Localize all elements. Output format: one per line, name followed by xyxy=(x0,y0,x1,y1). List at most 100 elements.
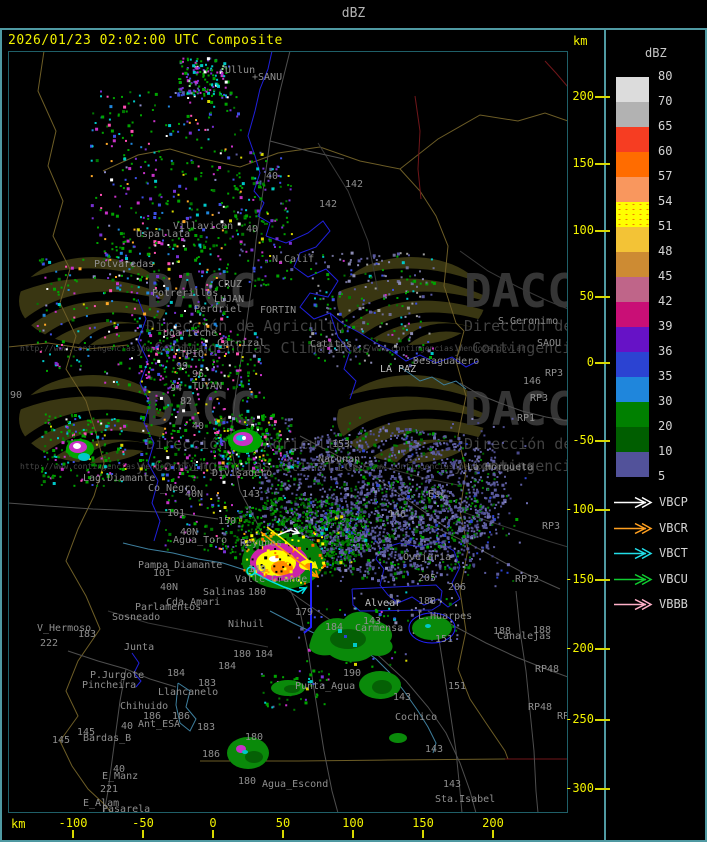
x-axis-tick xyxy=(422,830,424,838)
vector-arrow-icon xyxy=(614,573,653,585)
vertical-divider xyxy=(604,30,606,842)
y-axis-tick-label: 100 xyxy=(572,223,594,237)
y-axis-tick xyxy=(595,509,610,511)
colorbar-value-label: 30 xyxy=(658,394,673,408)
colorbar-swatch xyxy=(616,102,649,127)
colorbar-value-label: 54 xyxy=(658,194,673,208)
x-axis-tick xyxy=(352,830,354,838)
y-axis-tick-label: -250 xyxy=(565,712,594,726)
colorbar-swatch xyxy=(616,402,649,427)
y-axis-tick-label: -300 xyxy=(565,781,594,795)
colorbar-swatch xyxy=(616,352,649,377)
y-axis-tick xyxy=(595,719,610,721)
colorbar-swatch xyxy=(616,302,649,327)
y-axis-tick-label: 50 xyxy=(579,289,594,303)
vector-legend-label: VBCT xyxy=(659,546,688,560)
svg-text:http://www.contingencias.mendo: http://www.contingencias.mendoza.gov.ar xyxy=(20,462,208,471)
y-axis-tick xyxy=(595,163,610,165)
colorbar-swatch xyxy=(616,427,649,452)
colorbar-value-label: 51 xyxy=(658,219,673,233)
x-axis-unit-label: km xyxy=(11,817,26,831)
window-border-right xyxy=(705,0,707,842)
colorbar-swatch xyxy=(616,227,649,252)
colorbar-value-label: 20 xyxy=(658,419,673,433)
vector-legend-label: VBCR xyxy=(659,520,688,535)
colorbar-swatch xyxy=(616,277,649,302)
colorbar-value-label: 5 xyxy=(658,469,666,483)
x-axis-tick-label: 0 xyxy=(209,816,217,830)
colorbar-value-label: 35 xyxy=(658,369,673,383)
vector-arrow-icon xyxy=(614,496,653,509)
vector-legend-label: VBCU xyxy=(659,571,688,586)
colorbar-value-label: 80 xyxy=(658,69,673,83)
svg-text:http://www.contingencias.mendo: http://www.contingencias.mendoza.gov.ar xyxy=(338,462,526,471)
title-bar: dBZ xyxy=(0,0,707,28)
colorbar-swatch xyxy=(616,327,649,352)
colorbar-value-label: 10 xyxy=(658,444,673,458)
y-axis-unit-label: km xyxy=(573,34,588,48)
colorbar-swatch xyxy=(616,377,649,402)
titlebar-separator xyxy=(0,28,707,30)
colorbar-value-label: 60 xyxy=(658,144,673,158)
x-axis-tick-label: -50 xyxy=(132,816,154,830)
colorbar-value-label: 39 xyxy=(658,319,673,333)
x-axis-tick xyxy=(212,830,214,838)
y-axis-tick-label: 150 xyxy=(572,156,594,170)
colorbar-value-label: 65 xyxy=(658,119,673,133)
radar-map-canvas[interactable]: DACC Dirección de Agricultura y Contingenc… xyxy=(7,50,689,815)
x-axis-tick xyxy=(142,830,144,838)
svg-text:Dirección de Agricultura: Dirección de Agricultura xyxy=(146,317,363,335)
x-axis-tick xyxy=(282,830,284,838)
colorbar-swatch xyxy=(616,152,649,177)
colorbar-value-label: 57 xyxy=(658,169,673,183)
x-axis-tick-label: 100 xyxy=(342,816,364,830)
y-axis-tick xyxy=(595,362,610,364)
svg-text:DACC: DACC xyxy=(464,382,568,436)
y-axis-tick-label: -200 xyxy=(565,641,594,655)
window-border-bottom xyxy=(0,840,707,842)
vector-legend-label: VBCP xyxy=(659,495,688,509)
timestamp-label: 2026/01/23 02:02:00 UTC Composite xyxy=(8,33,283,48)
x-axis-tick xyxy=(72,830,74,838)
vector-arrow-icon xyxy=(614,598,653,611)
x-axis-tick-label: 150 xyxy=(412,816,434,830)
y-axis-tick-label: -150 xyxy=(565,572,594,586)
svg-text:http://www.contingencias.mendo: http://www.contingencias.mendoza.gov.ar xyxy=(20,344,208,353)
colorbar-value-label: 42 xyxy=(658,294,673,308)
vector-arrow-icon xyxy=(614,547,653,560)
window-title: dBZ xyxy=(341,6,366,21)
y-axis-tick-label: 0 xyxy=(586,355,594,369)
y-axis-tick-label: 200 xyxy=(572,89,594,103)
y-axis-tick xyxy=(595,296,610,298)
svg-text:DACC: DACC xyxy=(464,264,568,318)
colorbar-swatch xyxy=(616,252,649,277)
colorbar-swatch xyxy=(616,452,649,477)
colorbar-value-label: 70 xyxy=(658,94,673,108)
colorbar-swatch xyxy=(616,77,649,102)
y-axis-tick xyxy=(595,230,610,232)
y-axis-tick xyxy=(595,788,610,790)
y-axis-tick xyxy=(595,579,610,581)
y-axis-tick-label: -50 xyxy=(572,433,594,447)
y-axis-tick xyxy=(595,96,610,98)
y-axis-tick xyxy=(595,648,610,650)
colorbar-value-label: 36 xyxy=(658,344,673,358)
window-border-left xyxy=(0,0,2,842)
colorbar-swatch xyxy=(616,177,649,202)
y-axis-tick xyxy=(595,440,610,442)
vector-arrow-icon xyxy=(614,522,653,534)
x-axis-tick-label: 200 xyxy=(482,816,504,830)
vector-legend-label: VBBB xyxy=(659,597,688,611)
colorbar-title: dBZ xyxy=(645,46,667,60)
y-axis-tick-label: -100 xyxy=(565,502,594,516)
colorbar-value-label: 45 xyxy=(658,269,673,283)
x-axis-tick-label: 50 xyxy=(275,816,291,830)
x-axis-tick xyxy=(492,830,494,838)
colorbar-value-label: 48 xyxy=(658,244,673,258)
colorbar-swatch xyxy=(616,202,649,227)
x-axis-tick-label: -100 xyxy=(58,816,88,830)
